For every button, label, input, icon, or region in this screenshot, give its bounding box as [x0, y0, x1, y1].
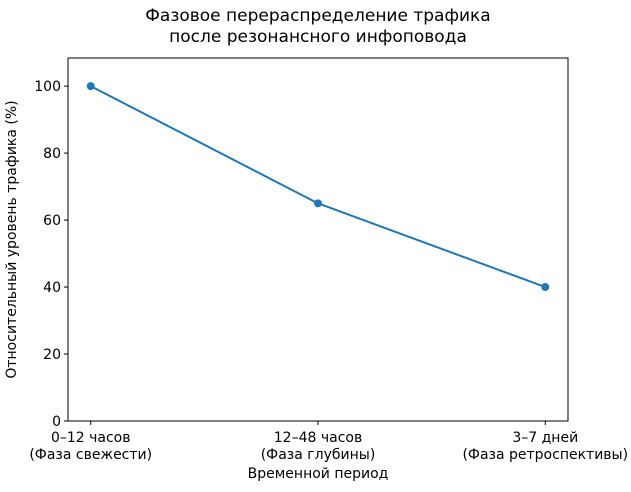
y-tick-label: 60 [43, 213, 61, 229]
y-axis-label: Относительный уровень трафика (%) [4, 100, 20, 378]
x-tick-label: 0–12 часов (Фаза свежести) [29, 430, 152, 463]
y-tick-label: 100 [34, 79, 61, 95]
x-tick-label: 3–7 дней (Фаза ретроспективы) [462, 430, 628, 463]
data-point [86, 82, 95, 91]
data-point [541, 283, 550, 292]
y-tick-label: 0 [52, 414, 61, 430]
y-tick-label: 40 [43, 280, 61, 296]
y-tick-label: 80 [43, 146, 61, 162]
x-axis-label: Временной период [248, 466, 389, 482]
data-point [314, 199, 322, 208]
x-tick-label: 12–48 часов (Фаза глубины) [261, 430, 376, 463]
y-tick-label: 20 [43, 347, 61, 363]
chart-title: Фазовое перераспределение трафика после р… [145, 6, 490, 47]
